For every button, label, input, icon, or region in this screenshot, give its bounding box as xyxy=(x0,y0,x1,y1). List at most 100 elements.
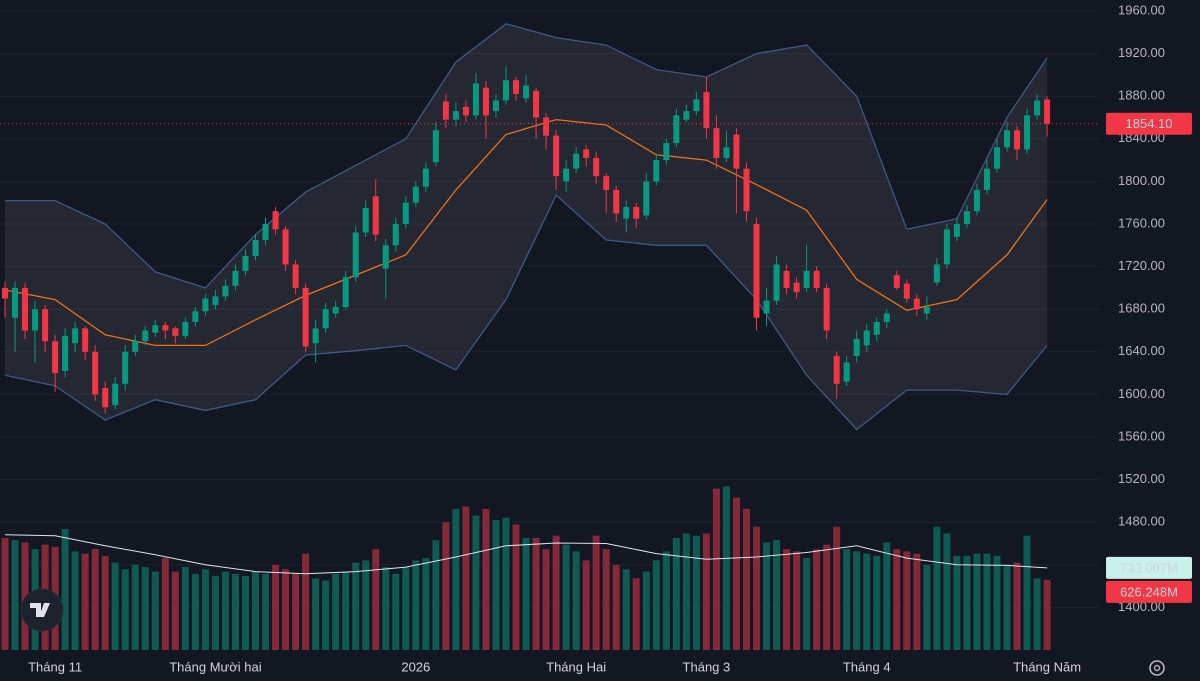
candle-body xyxy=(803,270,810,288)
volume-ma-tag-label: 733.007M xyxy=(1120,560,1178,575)
candle-body xyxy=(773,264,780,301)
logo-mark xyxy=(30,603,50,617)
x-tick-label: Tháng 3 xyxy=(683,659,731,674)
volume-bar xyxy=(572,551,580,650)
volume-bar xyxy=(993,555,1001,650)
candle-body xyxy=(933,264,940,283)
candle-body xyxy=(553,135,560,177)
candle-body xyxy=(713,128,720,158)
settings-button[interactable] xyxy=(1149,660,1165,676)
volume-bar xyxy=(692,535,700,650)
candle-body xyxy=(823,287,830,331)
x-tick-label: Tháng Năm xyxy=(1013,659,1081,674)
candle-body xyxy=(232,270,239,286)
y-tick-label: 1480.00 xyxy=(1118,514,1165,529)
candle-body xyxy=(653,160,660,182)
volume-bar xyxy=(592,535,600,650)
volume-bar xyxy=(712,488,720,650)
candle-body xyxy=(142,330,149,342)
band-upper xyxy=(5,23,1048,289)
candle-body xyxy=(222,285,229,297)
candle-body xyxy=(422,168,429,187)
candle-body xyxy=(843,362,850,382)
y-tick-label: 1640.00 xyxy=(1118,343,1165,358)
volume-bar xyxy=(181,567,189,650)
candle-body xyxy=(12,287,19,318)
candle-body xyxy=(503,80,509,101)
candle-body xyxy=(322,309,329,329)
candle-body xyxy=(492,100,499,112)
volume-ma-tag xyxy=(1106,556,1192,579)
candle-body xyxy=(573,153,580,169)
candle-body xyxy=(1044,99,1051,124)
candle-body xyxy=(432,130,439,163)
candle-body xyxy=(472,83,479,116)
volume-ma-line xyxy=(4,534,1048,575)
volume-bar xyxy=(893,549,901,650)
candle-body xyxy=(813,270,820,288)
candle-body xyxy=(593,157,600,177)
candle-body xyxy=(332,307,339,314)
bollinger-bands xyxy=(4,23,1048,431)
volume-bar xyxy=(71,551,79,650)
volume-bar xyxy=(732,497,740,650)
volume-bar xyxy=(973,553,981,650)
volume-bar xyxy=(642,571,650,650)
volume-bar xyxy=(742,508,750,650)
volume-tag xyxy=(1106,580,1192,603)
candle-body xyxy=(212,296,219,305)
candle-body xyxy=(352,232,359,278)
volume-bar xyxy=(231,573,239,650)
candle-body xyxy=(412,186,419,203)
candle-body xyxy=(793,282,800,293)
candle-body xyxy=(763,300,770,314)
volume-bar xyxy=(11,540,19,650)
x-tick-label: Tháng Hai xyxy=(546,659,606,674)
volume-bar xyxy=(492,520,500,650)
volume-bar xyxy=(362,560,370,650)
volume-bar xyxy=(763,542,771,650)
volume-bar xyxy=(432,540,440,650)
band-lower xyxy=(4,194,1048,431)
candle-body xyxy=(973,189,980,212)
y-tick-label: 1920.00 xyxy=(1118,45,1165,60)
y-tick-label: 1720.00 xyxy=(1118,258,1165,273)
candle-body xyxy=(853,339,860,357)
candle-body xyxy=(543,117,550,136)
candle-body xyxy=(1024,115,1031,150)
candle-body xyxy=(533,90,540,118)
candle-body xyxy=(282,229,289,265)
volume-bar xyxy=(602,549,610,650)
volume-bar xyxy=(262,573,270,650)
candle-body xyxy=(302,287,309,347)
volume-bar xyxy=(652,560,660,650)
volume-bar xyxy=(332,573,340,650)
candle-body xyxy=(743,168,750,212)
tradingview-logo[interactable] xyxy=(20,588,64,632)
volume-bar xyxy=(171,571,179,650)
candle-body xyxy=(913,298,920,310)
volume-bar xyxy=(322,580,330,650)
volume-bar xyxy=(131,564,139,650)
volume-bar xyxy=(282,569,290,650)
candle-body xyxy=(262,224,269,240)
volume-bar xyxy=(141,567,149,650)
volume-bar xyxy=(61,528,69,650)
candle-body xyxy=(983,168,990,190)
volume-bar xyxy=(682,533,690,650)
volume-bar xyxy=(552,535,560,650)
volume-bar xyxy=(722,486,730,650)
candle-body xyxy=(402,202,409,224)
volume-bar xyxy=(793,551,801,650)
candle-body xyxy=(963,211,970,224)
candles xyxy=(2,66,1051,414)
volume-bar xyxy=(121,569,129,650)
volume-bar xyxy=(873,555,881,650)
candle-body xyxy=(42,309,49,342)
volume-bar xyxy=(462,506,470,650)
band-middle xyxy=(4,118,1048,347)
volume-bar xyxy=(753,526,760,650)
